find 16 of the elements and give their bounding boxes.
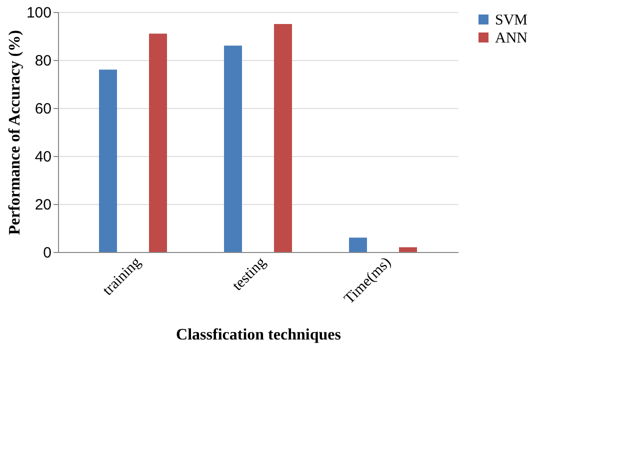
y-tick-label: 80 bbox=[34, 52, 52, 70]
y-tick-label: 40 bbox=[34, 148, 52, 166]
y-tick-label: 20 bbox=[34, 196, 52, 214]
bar bbox=[274, 24, 292, 252]
x-axis-title: Classfication techniques bbox=[176, 326, 341, 344]
y-axis-title: Performance of Accuracy (%) bbox=[6, 30, 24, 235]
bar bbox=[399, 247, 417, 252]
y-tick-label: 100 bbox=[26, 4, 52, 22]
bar bbox=[149, 34, 167, 252]
legend-label: SVM bbox=[495, 12, 528, 28]
y-tick-label: 60 bbox=[34, 100, 52, 118]
bar bbox=[349, 238, 367, 252]
legend-label: ANN bbox=[495, 30, 528, 46]
bar bbox=[99, 70, 117, 252]
bar bbox=[224, 46, 242, 252]
y-tick-label: 0 bbox=[43, 244, 52, 262]
